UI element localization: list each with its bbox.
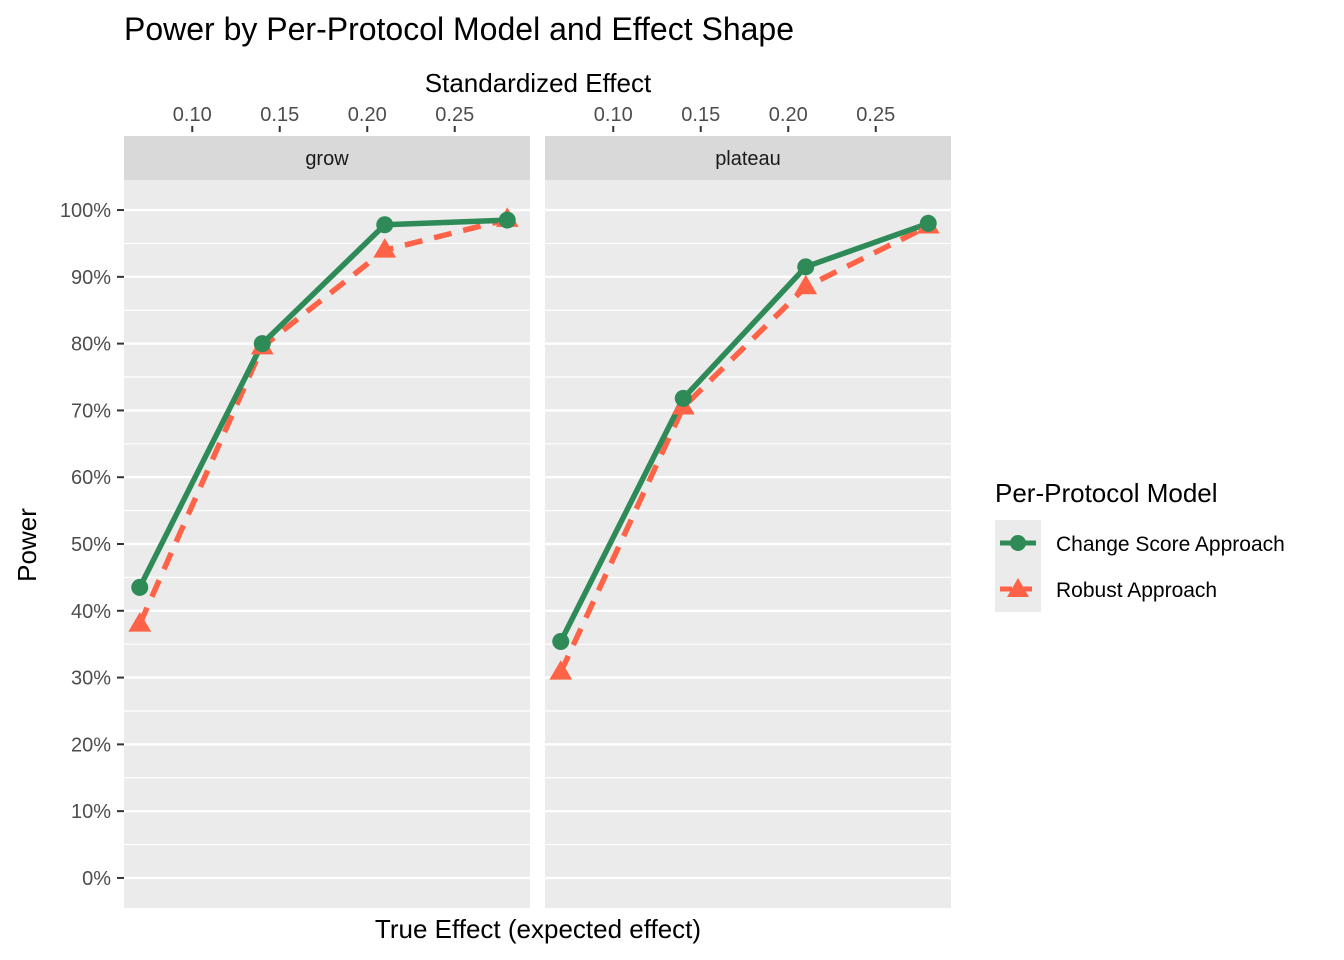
y-axis-tick-label: 20% xyxy=(71,734,111,756)
data-point-change xyxy=(674,389,692,407)
panel-plateau: plateau 0.10 0.15 0.20 0.25 xyxy=(545,104,951,908)
legend-label-robust: Robust Approach xyxy=(1056,579,1217,602)
strip-label-grow: grow xyxy=(305,148,349,170)
data-point-change xyxy=(376,216,394,234)
y-axis-tick-label: 10% xyxy=(71,801,111,823)
y-axis-tick-label: 80% xyxy=(71,334,111,356)
legend-title: Per-Protocol Model xyxy=(995,478,1218,508)
data-point-change xyxy=(552,633,570,651)
strip-label-plateau: plateau xyxy=(715,148,781,170)
top-axis-tick-label: 0.10 xyxy=(173,104,212,126)
y-axis-tick-label: 100% xyxy=(60,200,111,222)
series-line-robust xyxy=(137,216,508,626)
top-axis-tick-label: 0.20 xyxy=(348,104,387,126)
y-axis-title: Power xyxy=(12,508,42,582)
strip-background xyxy=(545,136,951,180)
y-axis-tick-label: 60% xyxy=(71,467,111,489)
top-axis-tick-label: 0.15 xyxy=(681,104,720,126)
series-line-robust xyxy=(558,223,930,674)
y-axis: 0% 10% 20% 30% 40% 50% 60% 70% 80% 90% 100% xyxy=(60,200,124,890)
top-axis-tick-label: 0.25 xyxy=(856,104,895,126)
y-axis-tick-label: 0% xyxy=(82,868,111,890)
series-line-change xyxy=(558,220,930,643)
legend-label-change: Change Score Approach xyxy=(1056,533,1285,556)
data-point-robust xyxy=(549,660,573,680)
data-point-robust xyxy=(373,238,397,258)
top-axis-tick-label: 0.15 xyxy=(260,104,299,126)
y-axis-tick-label: 90% xyxy=(71,267,111,289)
legend-key-robust-point xyxy=(1007,578,1029,597)
bottom-axis-title: True Effect (expected effect) xyxy=(375,914,701,944)
top-axis-tick-label: 0.20 xyxy=(769,104,808,126)
data-point-change xyxy=(919,214,937,232)
panel-grow: grow 0.10 0.15 0.20 0.25 xyxy=(124,104,530,908)
y-axis-tick-label: 50% xyxy=(71,534,111,556)
strip-background xyxy=(124,136,530,180)
legend: Per-Protocol Model Change Score Approach… xyxy=(995,478,1285,612)
top-axis-title: Standardized Effect xyxy=(425,68,652,98)
data-point-change xyxy=(253,335,271,353)
y-axis-tick-label: 70% xyxy=(71,400,111,422)
chart-title: Power by Per-Protocol Model and Effect S… xyxy=(124,11,794,47)
panels: grow 0.10 0.15 0.20 0.25 plateau 0.10 0.15 0.20 0… xyxy=(124,104,951,908)
series-line-change xyxy=(137,217,508,589)
data-point-change xyxy=(498,211,516,229)
y-axis-tick-label: 40% xyxy=(71,601,111,623)
data-point-change xyxy=(797,258,815,276)
data-point-robust xyxy=(794,274,818,295)
data-point-change xyxy=(131,578,149,596)
data-point-robust xyxy=(128,612,152,632)
top-axis-tick-label: 0.25 xyxy=(435,104,474,126)
y-axis-tick-label: 30% xyxy=(71,668,111,690)
top-axis-tick-label: 0.10 xyxy=(594,104,633,126)
legend-key-change-point xyxy=(1010,535,1026,551)
